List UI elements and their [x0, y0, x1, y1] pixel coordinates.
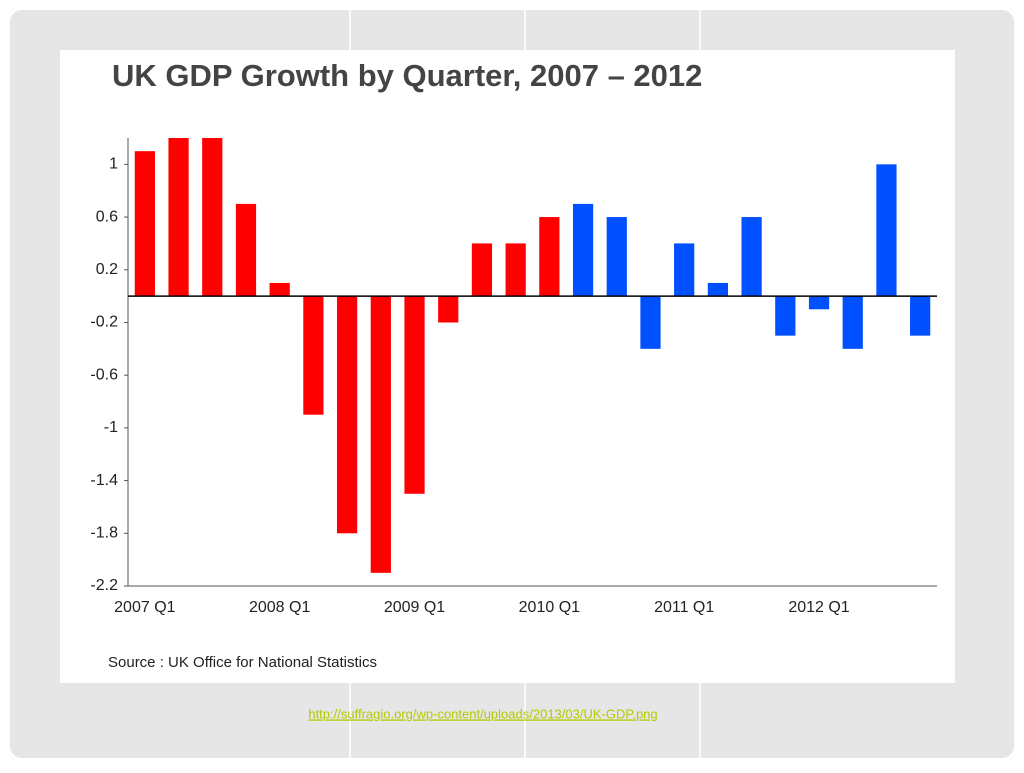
bar	[640, 296, 661, 349]
y-tick-label: 1	[109, 156, 118, 173]
bar	[775, 296, 796, 336]
chart-area	[60, 50, 955, 683]
chart-title: UK GDP Growth by Quarter, 2007 – 2012	[112, 58, 702, 93]
y-tick-label: -0.6	[90, 366, 118, 383]
x-tick-label: 2009 Q1	[384, 599, 445, 616]
y-tick-label: 0.6	[96, 208, 118, 225]
bar	[471, 243, 493, 297]
bar	[269, 282, 290, 297]
bar	[674, 243, 695, 297]
bar	[438, 296, 459, 323]
bar	[876, 164, 897, 297]
bar	[572, 203, 594, 297]
bar	[134, 151, 155, 297]
bar	[707, 282, 729, 297]
bar	[910, 296, 931, 336]
bar	[606, 217, 627, 297]
x-tick-label: 2012 Q1	[788, 599, 849, 616]
bar	[336, 296, 358, 534]
bar	[842, 296, 863, 349]
bar	[235, 203, 257, 297]
bar	[539, 217, 560, 297]
source: Source : UK Office for National Statisti…	[108, 654, 377, 671]
bar	[202, 138, 223, 297]
x-tick-label: 2010 Q1	[519, 599, 580, 616]
y-tick-label: -1.8	[90, 525, 118, 542]
y-tick-label: -1	[104, 419, 118, 436]
bar	[741, 217, 762, 297]
bar	[505, 243, 526, 297]
y-tick-label: 0.2	[96, 261, 118, 278]
y-tick-label: -1.4	[90, 472, 118, 489]
x-tick-label: 2011 Q1	[654, 599, 714, 616]
bar	[808, 296, 830, 310]
x-tick-label: 2008 Q1	[249, 599, 310, 616]
x-tick-label: 2007 Q1	[114, 599, 175, 616]
bar	[370, 296, 391, 573]
bar	[404, 296, 425, 494]
link[interactable]: http://suffragio.org/wp-content/uploads/…	[308, 706, 657, 721]
y-tick-label: -0.2	[90, 314, 118, 331]
bar	[303, 296, 324, 415]
y-tick-label: -2.2	[90, 577, 118, 594]
bar	[168, 138, 189, 297]
